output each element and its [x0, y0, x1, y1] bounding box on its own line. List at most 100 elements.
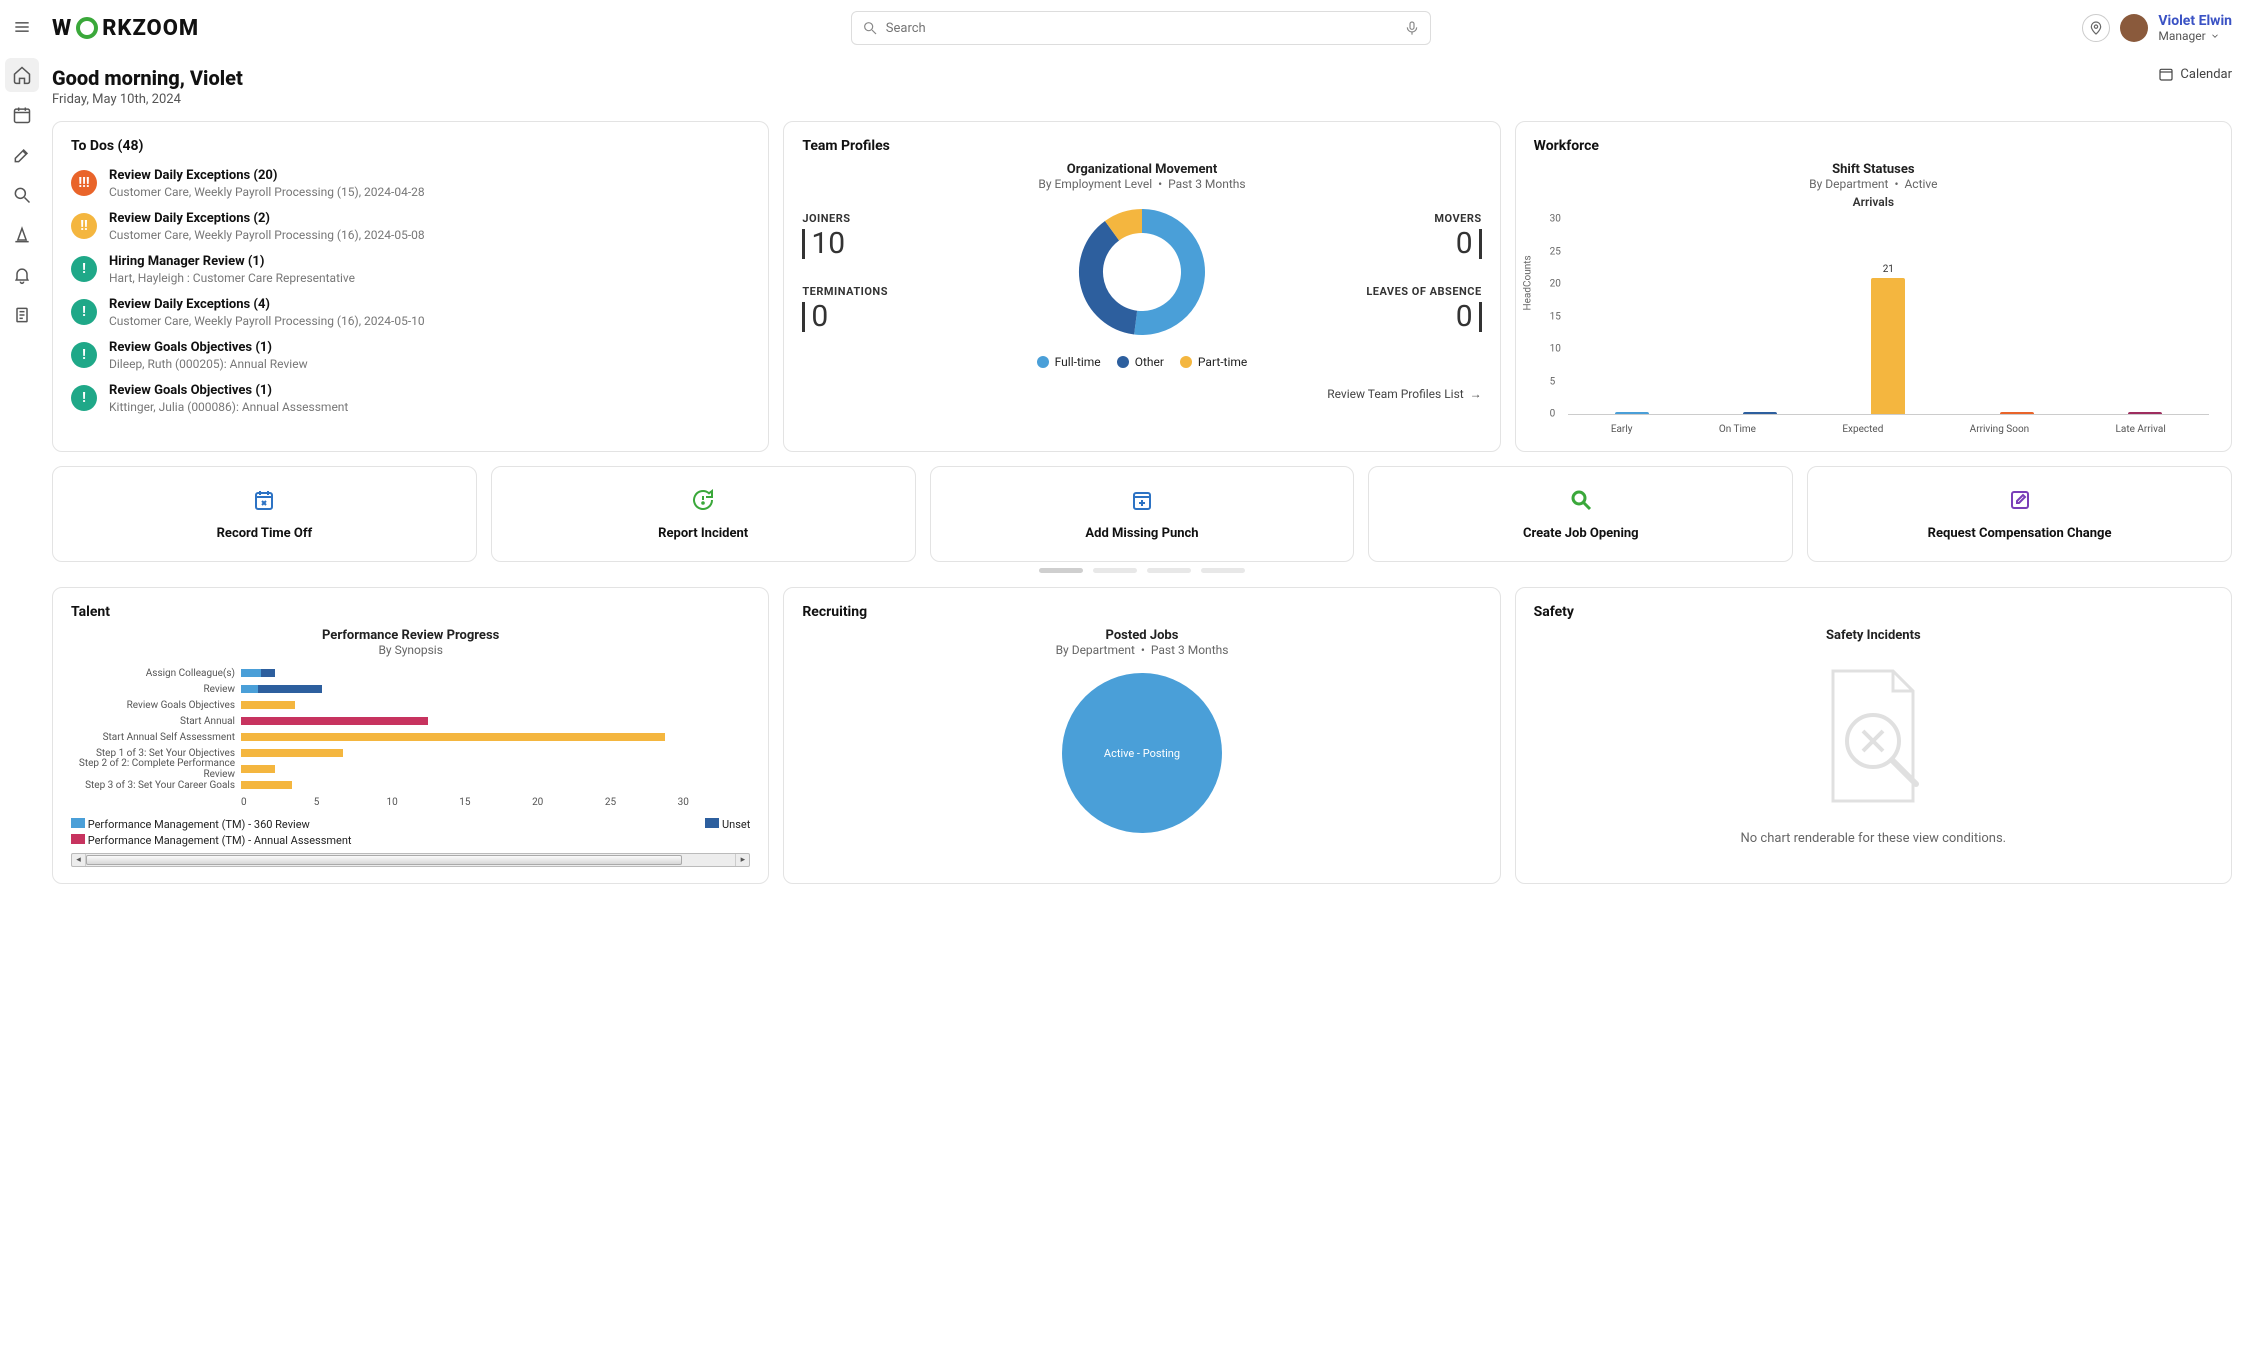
calendar-link[interactable]: Calendar [2158, 66, 2232, 82]
todo-badge-icon: !! [71, 213, 97, 239]
quick-action-create-job-opening[interactable]: Create Job Opening [1368, 466, 1793, 562]
nav-home-icon[interactable] [5, 58, 39, 92]
nav-edit-icon[interactable] [5, 138, 39, 172]
recruiting-title: Recruiting [802, 604, 1481, 620]
recruiting-sub2: By Department • Past 3 Months [802, 643, 1481, 657]
tp-sub2: By Employment Level • Past 3 Months [802, 177, 1481, 191]
workforce-title: Workforce [1534, 138, 2213, 154]
tp-subtitle: Organizational Movement [802, 162, 1481, 177]
quick-action-record-time-off[interactable]: Record Time Off [52, 466, 477, 562]
chevron-down-icon [2210, 31, 2220, 41]
leaves-value: 0 [1366, 302, 1481, 332]
search-box[interactable] [851, 11, 1431, 45]
todo-title: Review Daily Exceptions (20) [109, 168, 425, 183]
search-input[interactable] [886, 21, 1396, 36]
actions-pager[interactable] [52, 568, 2232, 573]
user-role-dropdown[interactable]: Manager [2158, 29, 2232, 43]
recruiting-subtitle: Posted Jobs [802, 628, 1481, 643]
workforce-card: Workforce Shift Statuses By Department •… [1515, 121, 2232, 452]
page-greeting: Good morning, Violet [52, 66, 243, 90]
terminations-label: TERMINATIONS [802, 285, 1061, 298]
donut-chart [1067, 197, 1217, 347]
joiners-label: JOINERS [802, 212, 1061, 225]
nav-bell-icon[interactable] [5, 258, 39, 292]
joiners-value: 10 [802, 229, 1061, 259]
logo-ring-icon [76, 17, 98, 39]
talent-legend: Performance Management (TM) - 360 Review… [71, 818, 750, 847]
search-icon [862, 20, 878, 36]
action-label: Add Missing Punch [1085, 526, 1198, 541]
todo-title: Review Goals Objectives (1) [109, 340, 308, 355]
quick-action-request-compensation-change[interactable]: Request Compensation Change [1807, 466, 2232, 562]
todo-badge-icon: !!! [71, 170, 97, 196]
location-icon[interactable] [2082, 14, 2110, 42]
todo-title: Review Daily Exceptions (4) [109, 297, 425, 312]
todo-item[interactable]: ! Review Daily Exceptions (4) Customer C… [71, 291, 750, 334]
todo-item[interactable]: ! Review Goals Objectives (1) Dileep, Ru… [71, 334, 750, 377]
action-icon [1569, 488, 1593, 516]
talent-chart: Assign Colleague(s)ReviewReview Goals Ob… [71, 665, 750, 793]
leaves-label: LEAVES OF ABSENCE [1366, 285, 1481, 298]
safety-subtitle: Safety Incidents [1534, 628, 2213, 643]
todo-item[interactable]: !! Review Daily Exceptions (2) Customer … [71, 205, 750, 248]
todo-item[interactable]: ! Review Goals Objectives (1) Kittinger,… [71, 377, 750, 420]
username[interactable]: Violet Elwin [2158, 13, 2232, 29]
todo-title: Review Goals Objectives (1) [109, 383, 348, 398]
todo-title: Review Daily Exceptions (2) [109, 211, 425, 226]
action-icon [2008, 488, 2032, 516]
action-label: Create Job Opening [1523, 526, 1639, 541]
team-profiles-title: Team Profiles [802, 138, 1481, 154]
talent-card: Talent Performance Review Progress By Sy… [52, 587, 769, 884]
logo[interactable]: W RKZOOM [52, 16, 199, 41]
recruiting-card: Recruiting Posted Jobs By Department • P… [783, 587, 1500, 884]
todo-badge-icon: ! [71, 299, 97, 325]
todo-subtitle: Kittinger, Julia (000086): Annual Assess… [109, 400, 348, 414]
terminations-value: 0 [802, 302, 1061, 332]
page-date: Friday, May 10th, 2024 [52, 92, 243, 107]
left-sidebar [0, 0, 44, 1368]
review-team-profiles-link[interactable]: Review Team Profiles List → [802, 387, 1481, 401]
todo-subtitle: Customer Care, Weekly Payroll Processing… [109, 314, 425, 328]
safety-message: No chart renderable for these view condi… [1741, 831, 2007, 846]
safety-title: Safety [1534, 604, 2213, 620]
mic-icon[interactable] [1404, 20, 1420, 36]
talent-title: Talent [71, 604, 750, 620]
talent-scrollbar[interactable]: ◂▸ [71, 853, 750, 867]
menu-icon[interactable] [5, 10, 39, 44]
todo-subtitle: Customer Care, Weekly Payroll Processing… [109, 185, 425, 199]
workforce-sub2: By Department • Active [1534, 177, 2213, 191]
talent-subtitle: Performance Review Progress [71, 628, 750, 643]
quick-action-report-incident[interactable]: Report Incident [491, 466, 916, 562]
todo-badge-icon: ! [71, 385, 97, 411]
todos-title: To Dos (48) [71, 138, 750, 154]
todo-badge-icon: ! [71, 256, 97, 282]
topbar: W RKZOOM Violet Elwin Ma [52, 0, 2232, 56]
action-icon [1130, 488, 1154, 516]
todos-card: To Dos (48) !!! Review Daily Exceptions … [52, 121, 769, 452]
recruiting-bubble: Active - Posting [1062, 673, 1222, 833]
todo-item[interactable]: ! Hiring Manager Review (1) Hart, Haylei… [71, 248, 750, 291]
quick-actions: Record Time Off Report Incident Add Miss… [52, 466, 2232, 562]
action-label: Record Time Off [217, 526, 313, 541]
todo-subtitle: Hart, Hayleigh : Customer Care Represent… [109, 271, 355, 285]
quick-action-add-missing-punch[interactable]: Add Missing Punch [930, 466, 1355, 562]
action-label: Request Compensation Change [1928, 526, 2112, 541]
todo-title: Hiring Manager Review (1) [109, 254, 355, 269]
workforce-chart: HeadCounts 051015202530 21 EarlyOn TimeE… [1534, 215, 2213, 435]
workforce-subtitle: Shift Statuses [1534, 162, 2213, 177]
avatar[interactable] [2120, 14, 2148, 42]
nav-search-icon[interactable] [5, 178, 39, 212]
action-icon [691, 488, 715, 516]
nav-cone-icon[interactable] [5, 218, 39, 252]
nav-calendar-icon[interactable] [5, 98, 39, 132]
workforce-chart-title: Arrivals [1534, 195, 2213, 209]
todo-item[interactable]: !!! Review Daily Exceptions (20) Custome… [71, 162, 750, 205]
action-label: Report Incident [658, 526, 748, 541]
nav-doc-icon[interactable] [5, 298, 39, 332]
todo-badge-icon: ! [71, 342, 97, 368]
todo-subtitle: Dileep, Ruth (000205): Annual Review [109, 357, 308, 371]
talent-sub2: By Synopsis [71, 643, 750, 657]
team-profiles-card: Team Profiles Organizational Movement By… [783, 121, 1500, 452]
movers-label: MOVERS [1434, 212, 1481, 225]
no-chart-icon [1808, 661, 1938, 811]
